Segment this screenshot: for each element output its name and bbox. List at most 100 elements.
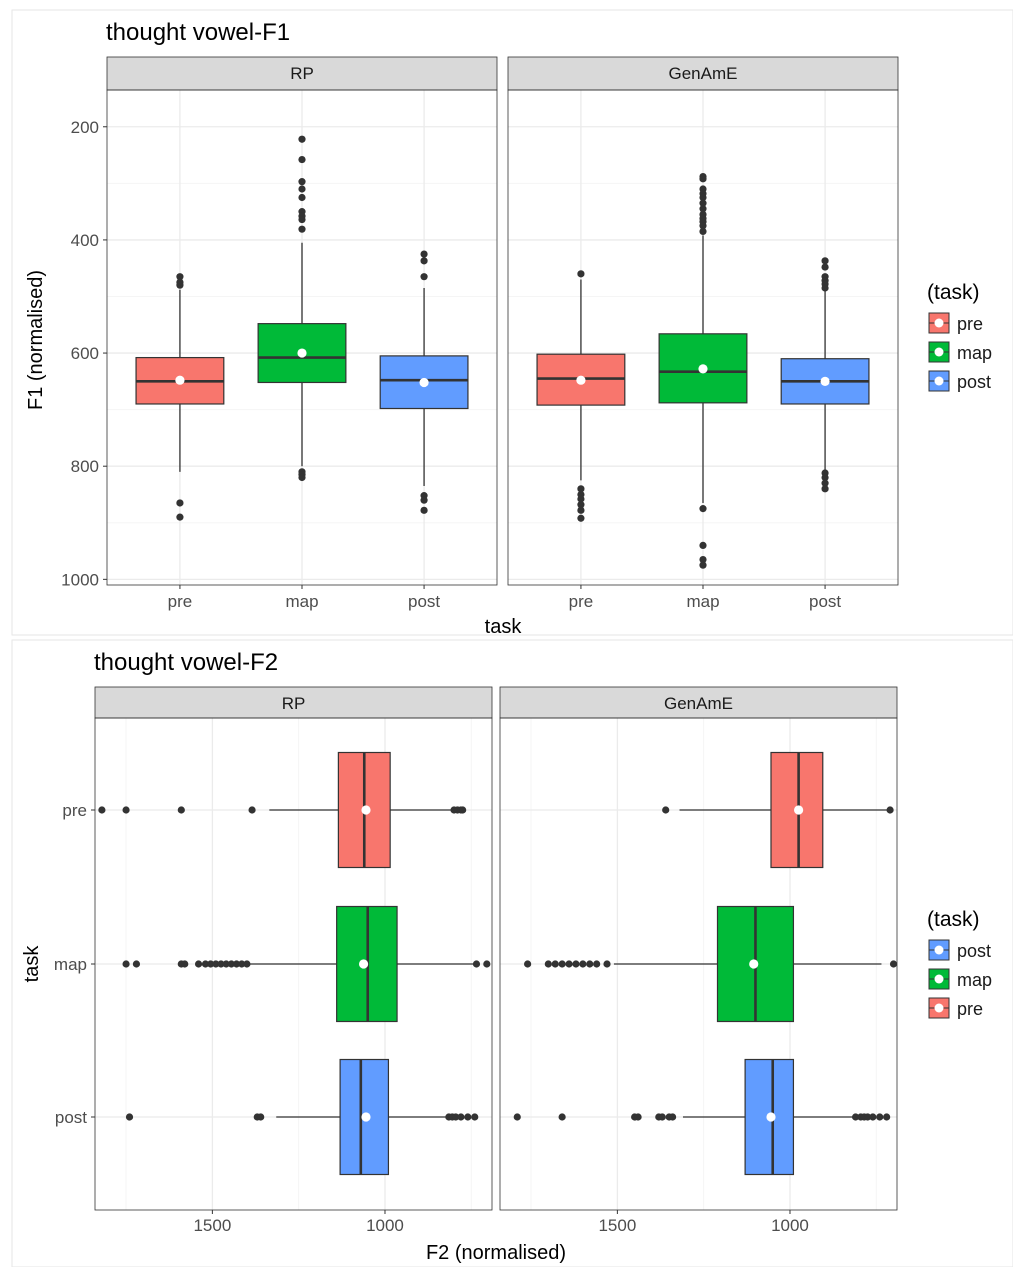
f2-x-tick-label: 1500	[598, 1216, 636, 1235]
f1-outlier-point	[298, 215, 306, 224]
f2-outlier-point	[551, 960, 559, 968]
f2-outlier-point	[122, 806, 130, 814]
f1-facet-label: GenAmE	[669, 64, 738, 83]
f1-mean-marker	[698, 364, 708, 374]
f2-legend-label: pre	[957, 999, 983, 1019]
f2-outlier-point	[122, 960, 130, 968]
f1-outlier-point	[577, 270, 585, 278]
f2-x-tick-label: 1000	[366, 1216, 404, 1235]
f2-outlier-point	[634, 1113, 642, 1121]
f2-outlier-point	[248, 806, 256, 814]
f1-outlier-point	[577, 485, 585, 493]
f1-boxplots	[135, 135, 870, 569]
f1-y-axis-label: F1 (normalised)	[25, 270, 47, 410]
f2-outlier-point	[132, 960, 141, 968]
f1-x-axis-label: task	[485, 616, 523, 638]
f2-mean-marker	[361, 805, 371, 815]
f2-mean-marker	[749, 959, 759, 969]
f2-outlier-point	[207, 960, 215, 968]
f1-y-tick-label: 200	[71, 118, 99, 137]
f1-outlier-point	[699, 555, 707, 564]
f2-outlier-point	[572, 960, 580, 968]
f2-facet-label: RP	[282, 694, 306, 713]
f2-outlier-point	[227, 960, 235, 968]
f2-outlier-point	[658, 1113, 666, 1121]
f1-y-tick-label: 400	[71, 231, 99, 250]
f1-y-tick-label: 800	[71, 457, 99, 476]
f1-legend-key-dot	[934, 376, 944, 386]
f2-outlier-point	[864, 1113, 872, 1121]
f1-outlier-point	[298, 193, 306, 202]
f2-y-axis-label: task	[21, 945, 43, 983]
f2-outlier-point	[524, 960, 532, 968]
f2-panel-border	[499, 717, 898, 1211]
f1-outlier-point	[298, 185, 306, 193]
f2-mean-marker	[361, 1112, 371, 1122]
f1-chart-title: thought vowel-F1	[106, 19, 290, 46]
f1-outlier-point	[699, 205, 707, 213]
f1-y-tick-label: 600	[71, 344, 99, 363]
f1-x-tick-label: map	[686, 592, 719, 611]
f1-outlier-point	[577, 506, 585, 514]
f2-outlier-point	[238, 960, 246, 968]
f2-outlier-point	[181, 960, 189, 968]
f1-outlier-point	[420, 273, 428, 281]
f1-outlier-point	[298, 225, 306, 233]
f2-facet-strip-RP	[94, 686, 493, 719]
f1-x-tick-label: post	[809, 592, 841, 611]
f2-outlier-point	[464, 1113, 472, 1121]
f2-outlier-point	[232, 960, 241, 968]
f2-outlier-point	[457, 1113, 465, 1121]
f1-x-tick-label: post	[408, 592, 440, 611]
f2-outlier-point	[194, 960, 203, 968]
f1-outlier-point	[821, 485, 829, 493]
f1-outlier-point	[821, 257, 829, 265]
f1-outlier-point	[699, 175, 707, 183]
f1-outlier-point	[298, 135, 306, 143]
f1-outlier-point	[298, 178, 306, 186]
f1-outlier-point	[176, 499, 184, 507]
f1-legend-label: map	[957, 343, 992, 363]
f2-outlier-point	[212, 960, 220, 968]
f2-legend-key-dot	[934, 974, 944, 984]
f1-legend: (task) pre map post	[927, 281, 992, 392]
f1-outlier-point	[176, 281, 184, 289]
f2-outlier-point	[243, 960, 251, 968]
f1-legend-label: post	[957, 372, 991, 392]
f2-outlier-point	[201, 960, 210, 968]
f2-x-tick-label: 1000	[771, 1216, 809, 1235]
f2-outlier-point	[558, 1113, 566, 1121]
f1-outlier-point	[699, 227, 707, 236]
f2-outlier-point	[851, 1113, 860, 1121]
f1-mean-marker	[419, 377, 429, 388]
f1-facet-strips: RP GenAmE	[106, 56, 899, 91]
f1-facet-strip-RP	[106, 56, 498, 91]
f2-outlier-point	[483, 960, 491, 968]
f1-outlier-point	[420, 506, 428, 514]
f1-legend-key-dot	[934, 347, 944, 357]
f2-outlier-point	[558, 960, 566, 968]
f2-legend-key-dot	[934, 1003, 944, 1013]
f2-outlier-point	[889, 960, 898, 968]
f2-outlier-point	[257, 1113, 265, 1121]
f1-x-tick-label: map	[285, 592, 318, 611]
f2-outlier-point	[459, 806, 467, 814]
f2-legend-title: (task)	[927, 908, 980, 931]
f2-outlier-point	[565, 960, 573, 968]
f2-outlier-point	[579, 960, 587, 968]
f2-outlier-point	[177, 806, 185, 814]
f2-x-tick-label: 1500	[193, 1216, 231, 1235]
f1-outlier-point	[298, 473, 306, 482]
f2-facet-strip-GenAmE	[499, 686, 898, 719]
f2-outlier-point	[222, 960, 230, 968]
f2-mean-marker	[358, 959, 369, 969]
f1-outlier-point	[420, 250, 428, 258]
f2-outlier-point	[98, 806, 106, 814]
f2-outlier-point	[586, 960, 594, 968]
f1-outlier-point	[699, 561, 707, 569]
f1-outlier-point	[821, 479, 829, 487]
f2-outlier-point	[513, 1113, 521, 1121]
f1-outlier-point	[577, 495, 585, 503]
f1-outlier-point	[821, 263, 829, 271]
